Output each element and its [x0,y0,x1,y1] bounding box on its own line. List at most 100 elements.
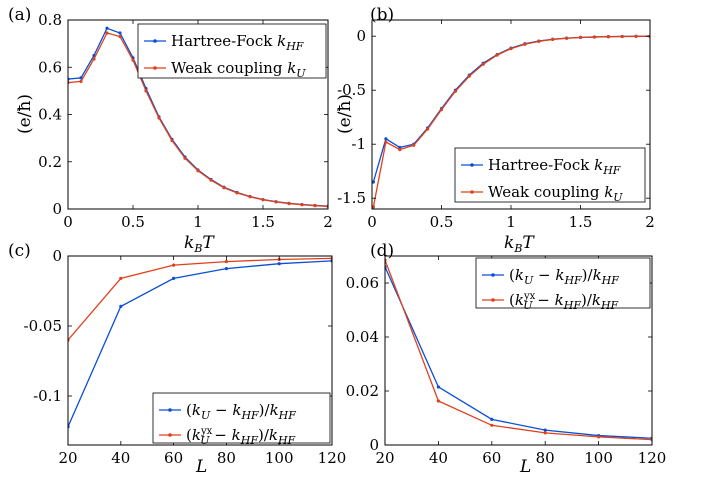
legend-label-part: Weak coupling [488,183,604,201]
legend-label-part: − [533,266,555,284]
legend-label-part: HF [240,409,259,422]
series-line-red [385,259,652,441]
legend-marker-blue [470,163,474,167]
data-point-red [79,79,83,84]
legend-marker-red [153,66,157,70]
legend-marker-red [470,190,474,194]
legend: Hartree-Fock kHF Weak coupling kU [454,147,646,204]
y-tick-label: -0.1 [33,387,62,405]
data-point-red [261,198,265,202]
y-tick-label: 0.04 [346,328,379,346]
legend-label-part: k [232,426,241,444]
panel-label: (c) [8,241,31,261]
legend-label: (kyx U − kHF)/kHF [509,291,619,312]
data-point-red [119,276,123,280]
legend-marker-blue [168,408,172,412]
x-tick-label: 80 [217,449,236,467]
series-line-blue [385,266,652,439]
data-point-blue [172,276,176,280]
legend-label-part: k [270,401,279,419]
x-tick-label: 100 [265,449,294,467]
data-point-blue [372,180,375,184]
panel-label: (a) [8,5,31,25]
y-tick-label: -0.5 [337,81,366,99]
data-point-red [597,435,601,439]
series-blue [385,265,652,440]
legend-label-part: k [192,401,201,419]
legend-label-part: )/ [258,426,270,444]
data-point-red [131,58,135,62]
data-point-red [105,31,109,35]
legend-label-part: )/ [259,401,271,419]
y-tick-label: 0.8 [38,11,62,29]
x-tick-label: 1.5 [251,213,275,231]
panel-label: (d) [370,241,394,261]
series-red [385,258,652,442]
legend-label-part: ( [509,291,515,309]
legend-label: Hartree-Fock kHF [488,156,621,177]
legend-label: Weak coupling kU [488,183,623,204]
legend-label-part: Weak coupling [171,59,287,77]
data-point-blue [118,31,122,35]
data-point-blue [119,304,123,308]
legend-label: (kU − kHF)/kHF [186,401,296,422]
legend-label-part: k [555,266,564,284]
legend-label-part: U [201,409,211,422]
legend-label-part: Hartree-Fock [488,156,594,174]
legend-label-part: k [277,32,286,50]
data-point-red [384,140,388,144]
legend-label-part: HF [285,40,304,53]
legend-label-part: HF [240,434,259,447]
x-tick-label: 40 [429,449,448,467]
x-axis-title: kBT [184,233,215,255]
y-tick-label: -1 [351,135,366,153]
data-point-red [196,169,200,173]
chart-panel-c: 20 40 60 80 100 120-0.1-0.050(c)L(kU − kHF)/k… [8,241,346,477]
axes-frame [384,255,653,446]
x-tick-label: 20 [58,449,77,467]
x-axis-title-part: T [522,233,535,253]
legend-label-part: U [296,67,306,80]
legend-box [137,23,327,79]
axes-frame [67,255,333,446]
legend-label-part: − [210,401,232,419]
data-point-red [543,431,547,435]
y-tick-label: 0.06 [346,274,379,292]
series-line-blue [68,260,332,428]
data-point-red [634,34,638,38]
data-point-red [235,191,239,195]
legend-label: Weak coupling kU [171,59,306,80]
data-point-red [453,89,457,93]
legend-label-part: HF [278,409,297,422]
y-tick-label: 0 [369,436,379,454]
legend-label-part: k [192,426,201,444]
legend-label-part: ( [509,266,515,284]
legend-label-part: yx [200,426,213,437]
legend-marker-blue [491,273,495,277]
data-point-blue [384,137,388,141]
y-axis-title: (e/ħ) [15,94,35,134]
x-axis-title: kBT [504,233,535,255]
data-point-red [537,39,541,43]
legend-box [454,147,646,203]
x-axis-title-part: T [202,233,215,253]
chart-panel-b: 0 0.5 1 1.5 2-1.5-1-0.50(b)kBT(e/ħ)Hartree-F… [335,5,655,255]
x-tick-label: 2 [645,213,655,231]
series-blue [68,259,332,429]
data-point-red [495,53,499,57]
legend-label-part: k [515,266,524,284]
x-tick-label: 60 [164,449,183,467]
y-tick-label: -0.05 [24,317,62,335]
legend-label: Hartree-Fock kHF [171,32,304,53]
y-tick-label: 0.4 [38,106,62,124]
legend-label-part: Hartree-Fock [171,32,277,50]
x-tick-label: 40 [111,449,130,467]
data-point-red [118,34,122,39]
data-point-red [523,42,527,46]
legend-box [475,257,651,309]
x-tick-label: 1 [193,213,203,231]
x-axis-title-part: B [513,242,522,255]
data-point-blue [105,26,109,30]
data-point-blue [79,76,83,80]
